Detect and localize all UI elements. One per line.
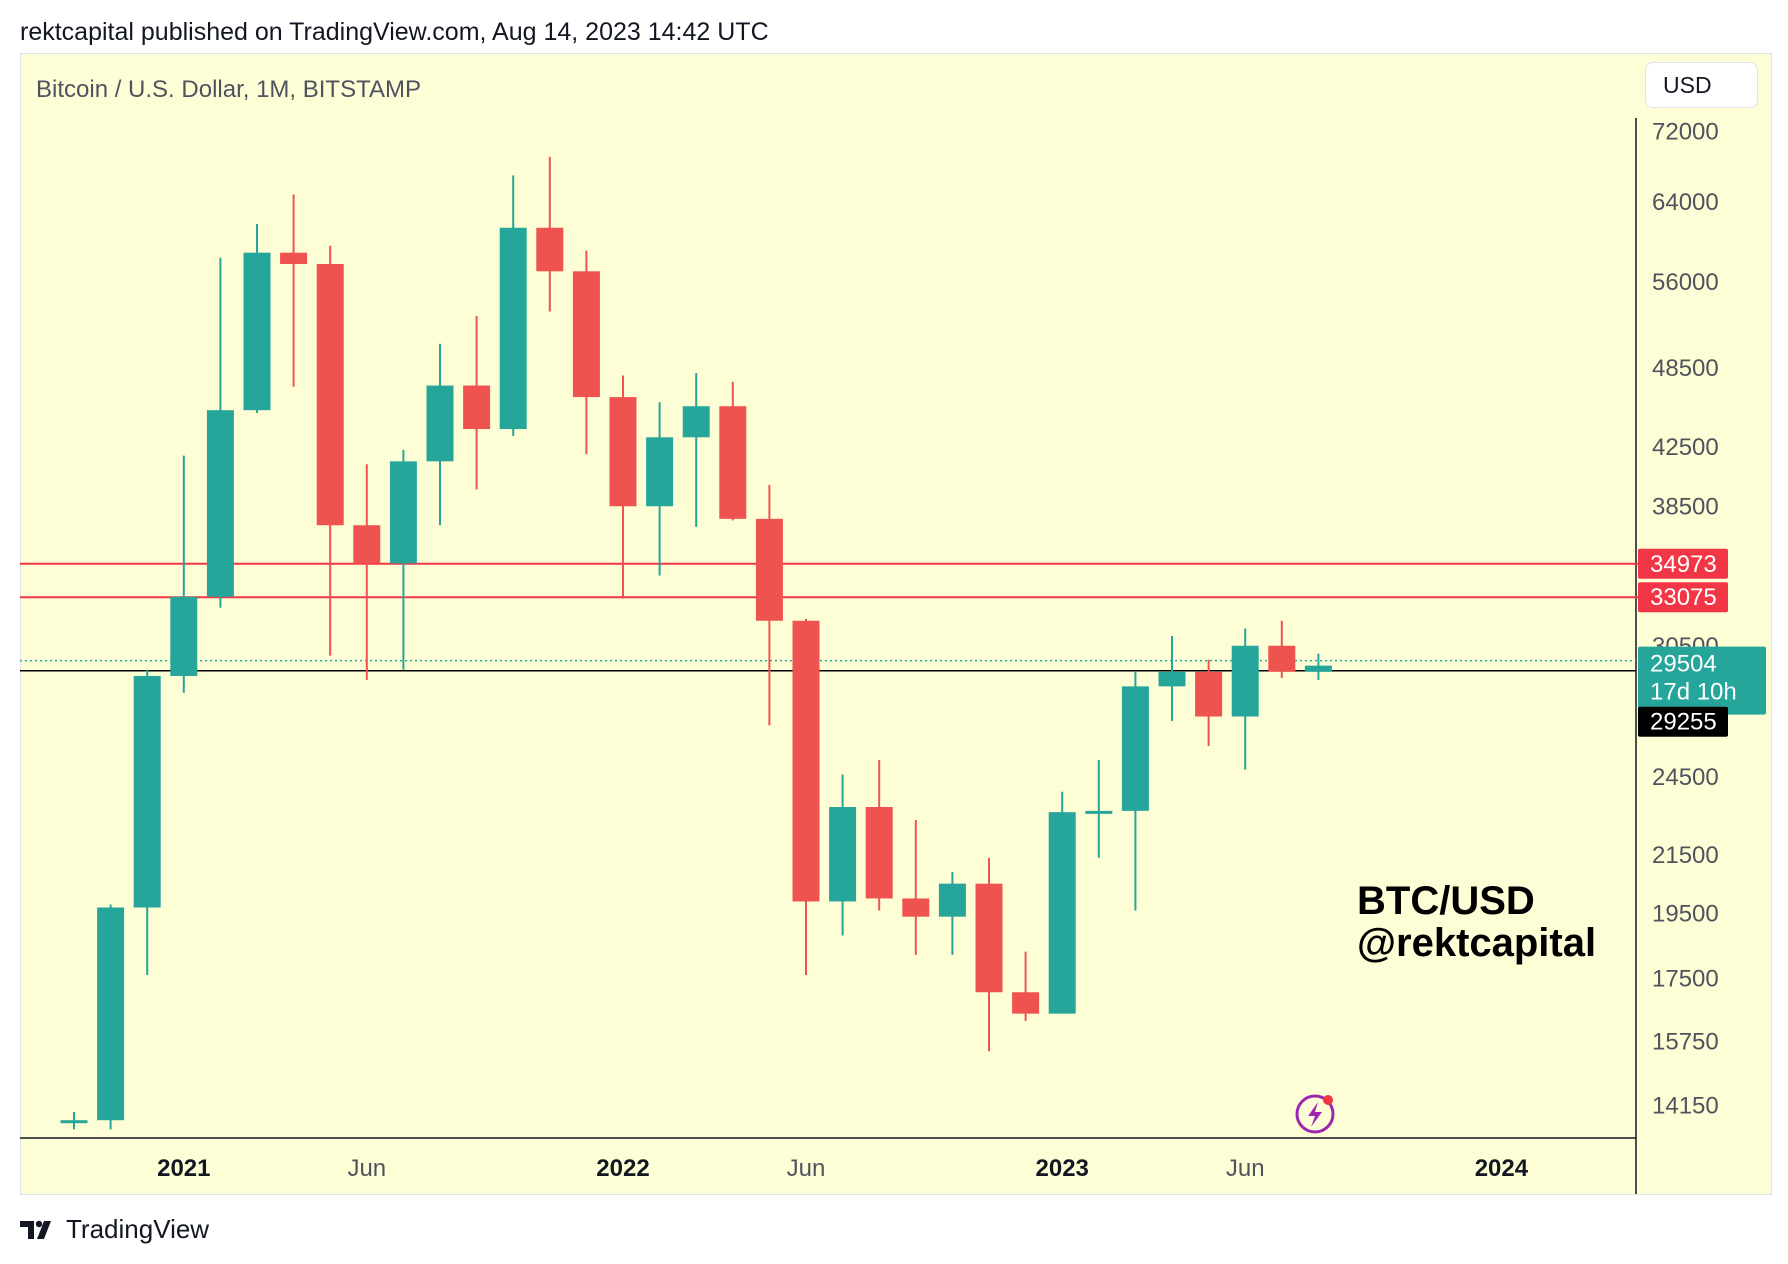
candle-body[interactable] (719, 406, 747, 519)
x-tick-label: 2023 (1036, 1155, 1089, 1182)
y-tick-label: 48500 (1652, 355, 1719, 382)
tradingview-logo[interactable]: TradingView (20, 1214, 209, 1245)
candle-body[interactable] (902, 898, 930, 917)
y-tick-label: 19500 (1652, 901, 1719, 928)
y-tick-label: 17500 (1652, 965, 1719, 992)
tradingview-brand-text: TradingView (66, 1214, 210, 1244)
candle-body[interactable] (829, 806, 857, 902)
current-price-tag-background (1638, 646, 1766, 715)
candle-body[interactable] (938, 883, 966, 917)
candle-body[interactable] (755, 518, 783, 621)
candle-body[interactable] (536, 227, 564, 272)
lightning-icon[interactable] (1295, 1094, 1335, 1134)
candle-body[interactable] (280, 252, 308, 264)
published-line: rektcapital published on TradingView.com… (20, 18, 769, 46)
candle-body[interactable] (463, 385, 491, 430)
candle-body[interactable] (792, 620, 820, 902)
candle-body[interactable] (1012, 992, 1040, 1014)
y-tick-label: 42500 (1652, 434, 1719, 461)
candle-body[interactable] (1231, 645, 1259, 717)
chart-pane[interactable] (20, 53, 1772, 1195)
level-price-tag-text: 34973 (1650, 551, 1717, 578)
candle-body[interactable] (97, 907, 125, 1121)
tradingview-logo-icon (20, 1220, 51, 1239)
candle-body[interactable] (682, 406, 710, 438)
y-tick-label: 56000 (1652, 269, 1719, 296)
candle-body[interactable] (133, 675, 161, 908)
y-tick-label: 21500 (1652, 842, 1719, 869)
candle-body[interactable] (499, 227, 527, 430)
crosshair-price-tag-text: 29255 (1650, 709, 1717, 736)
x-tick-label: 2024 (1475, 1155, 1529, 1182)
x-tick-label: Jun (347, 1155, 386, 1182)
watermark-line-1: BTC/USD (1357, 879, 1535, 923)
level-price-tag-background (1638, 548, 1728, 579)
candle-body[interactable] (609, 397, 637, 507)
level-price-tag-text: 33075 (1650, 584, 1717, 611)
x-tick-label: Jun (1226, 1155, 1265, 1182)
candle-body[interactable] (60, 1120, 88, 1124)
y-tick-label: 64000 (1652, 189, 1719, 216)
candle-body[interactable] (975, 883, 1003, 993)
candle-body[interactable] (243, 252, 271, 411)
candle-body[interactable] (1304, 665, 1332, 672)
currency-button[interactable]: USD (1645, 62, 1758, 108)
y-tick-label: 15750 (1652, 1028, 1719, 1055)
crosshair-price-tag-background (1638, 706, 1728, 737)
candle-body[interactable] (316, 263, 344, 526)
price-countdown-text: 17d 10h (1650, 679, 1737, 706)
candle-body[interactable] (1158, 671, 1186, 687)
y-tick-label: 38500 (1652, 493, 1719, 520)
candle-body[interactable] (389, 461, 417, 564)
y-tick-label: 72000 (1652, 118, 1719, 145)
candle-body[interactable] (1268, 645, 1296, 672)
candle-body[interactable] (353, 525, 381, 564)
candle-body[interactable] (1048, 812, 1076, 1014)
chart-watermark: BTC/USD @rektcapital (1357, 880, 1596, 964)
symbol-title: Bitcoin / U.S. Dollar, 1M, BITSTAMP (36, 76, 421, 103)
candle-body[interactable] (206, 410, 234, 597)
candle-body[interactable] (426, 385, 454, 462)
candle-body[interactable] (170, 596, 198, 676)
candle-body[interactable] (1085, 810, 1113, 814)
current-price-tag-text: 29504 (1650, 651, 1717, 678)
y-tick-label: 24500 (1652, 764, 1719, 791)
candle-body[interactable] (1195, 671, 1223, 717)
x-tick-label: 2021 (157, 1155, 210, 1182)
candle-body[interactable] (646, 437, 674, 507)
watermark-line-2: @rektcapital (1357, 921, 1597, 965)
x-tick-label: Jun (787, 1155, 826, 1182)
candle-body[interactable] (865, 806, 893, 899)
candle-body[interactable] (572, 271, 600, 398)
x-tick-label: 2022 (596, 1155, 649, 1182)
level-price-tag-background (1638, 582, 1728, 613)
candle-body[interactable] (1121, 686, 1149, 811)
y-tick-label: 14150 (1652, 1093, 1719, 1120)
